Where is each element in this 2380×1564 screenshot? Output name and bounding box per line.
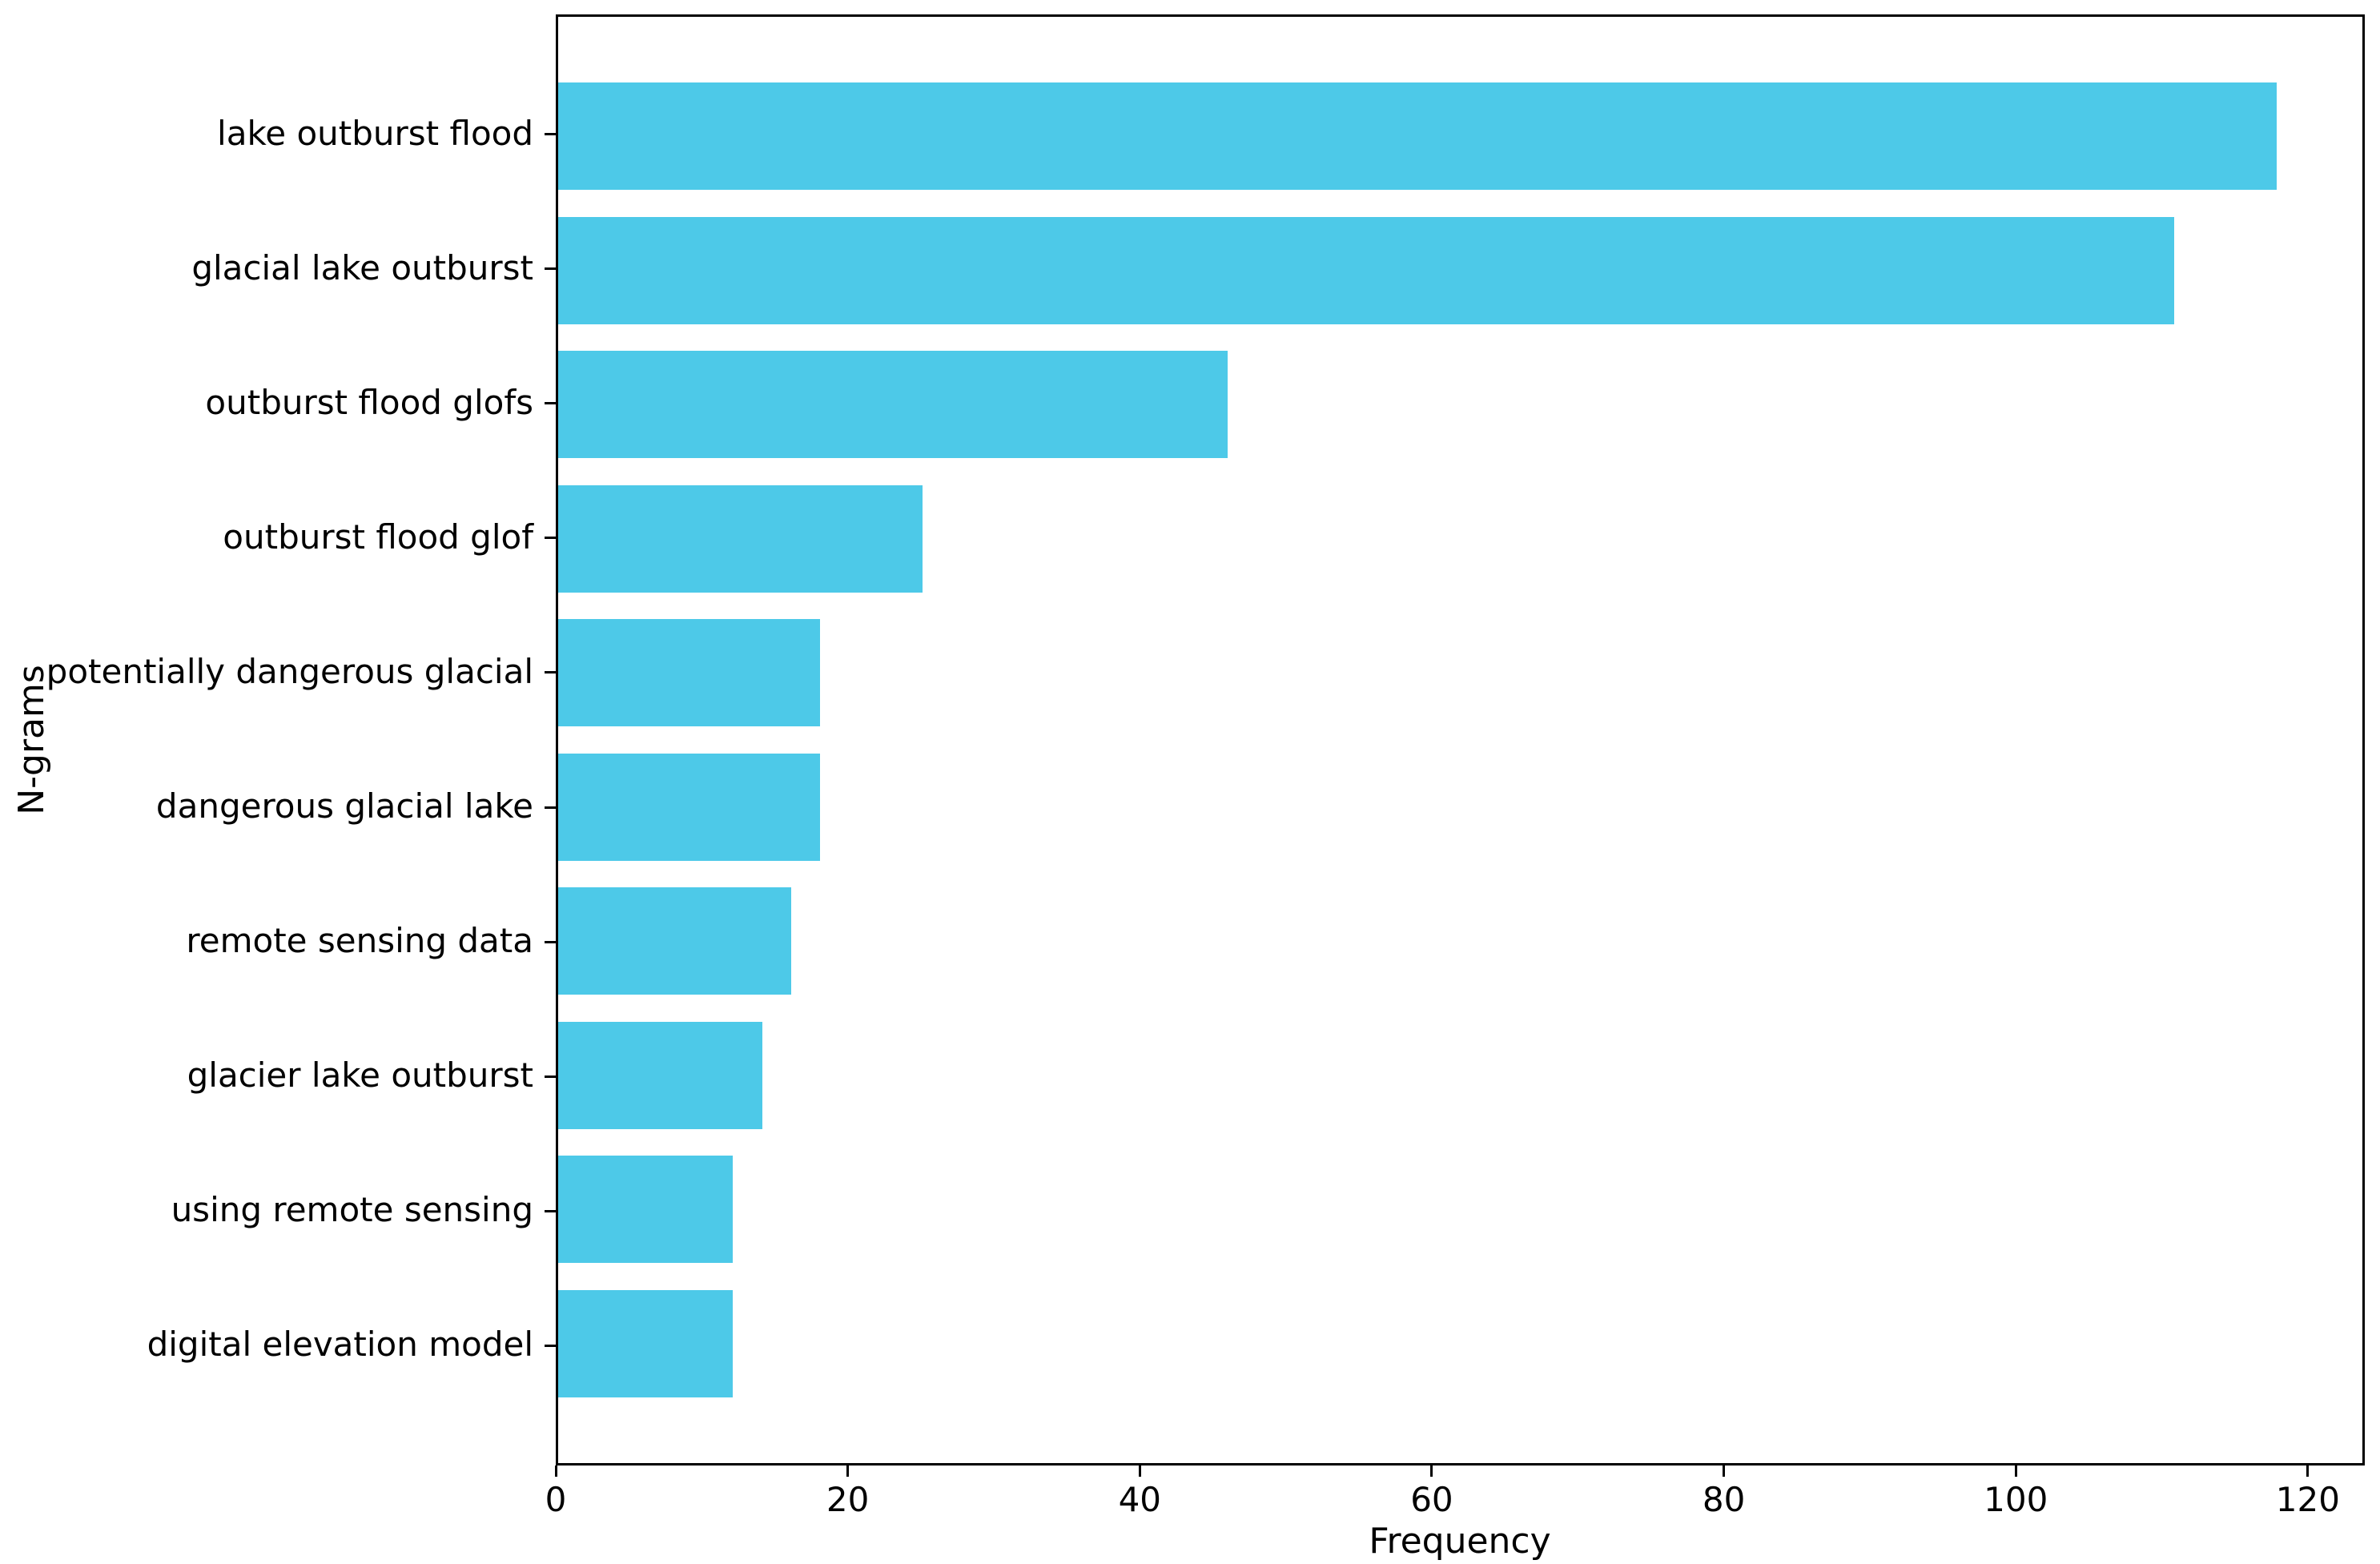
x-tick-label: 40 (1118, 1480, 1162, 1519)
y-tick-label: dangerous glacial lake (155, 786, 533, 826)
x-tick-label: 100 (1984, 1480, 2048, 1519)
x-tick-label: 80 (1702, 1480, 1746, 1519)
y-tick-mark (545, 1075, 556, 1078)
x-tick-mark (1138, 1465, 1141, 1477)
bar (558, 887, 791, 995)
plot-area (556, 14, 2365, 1465)
y-tick-label: glacial lake outburst (191, 247, 533, 287)
y-tick-label: remote sensing data (186, 921, 533, 961)
y-tick-mark (545, 1344, 556, 1347)
bar (558, 484, 923, 593)
y-tick-mark (545, 1209, 556, 1212)
bar (558, 82, 2277, 191)
y-tick-label: lake outburst flood (217, 113, 533, 153)
x-tick-mark (2014, 1465, 2017, 1477)
y-tick-label: potentially dangerous glacial (46, 652, 533, 692)
y-tick-mark (545, 402, 556, 405)
y-tick-mark (545, 671, 556, 674)
x-tick-mark (846, 1465, 850, 1477)
x-tick-label: 120 (2275, 1480, 2340, 1519)
x-tick-mark (554, 1465, 557, 1477)
bar (558, 753, 821, 861)
bar (558, 619, 821, 727)
y-tick-mark (545, 940, 556, 943)
y-axis-label: N-grams (11, 665, 52, 815)
y-tick-mark (545, 267, 556, 271)
bar (558, 216, 2175, 324)
x-tick-label: 20 (826, 1480, 870, 1519)
bar (558, 351, 1228, 459)
y-tick-label: outburst flood glof (223, 517, 533, 557)
x-axis-label: Frequency (1369, 1521, 1551, 1562)
y-tick-label: glacier lake outburst (187, 1055, 533, 1096)
x-tick-mark (1430, 1465, 1433, 1477)
x-tick-label: 0 (545, 1480, 567, 1519)
x-tick-label: 60 (1410, 1480, 1453, 1519)
y-tick-label: using remote sensing (171, 1190, 533, 1230)
bar (558, 1156, 734, 1264)
x-tick-mark (1723, 1465, 1726, 1477)
bars-container (558, 17, 2362, 1463)
y-tick-mark (545, 133, 556, 136)
x-tick-mark (2306, 1465, 2310, 1477)
y-tick-label: digital elevation model (147, 1325, 533, 1365)
bar (558, 1289, 734, 1397)
y-tick-mark (545, 537, 556, 540)
y-tick-label: outburst flood glofs (205, 382, 533, 422)
bar (558, 1021, 762, 1129)
y-tick-mark (545, 806, 556, 809)
